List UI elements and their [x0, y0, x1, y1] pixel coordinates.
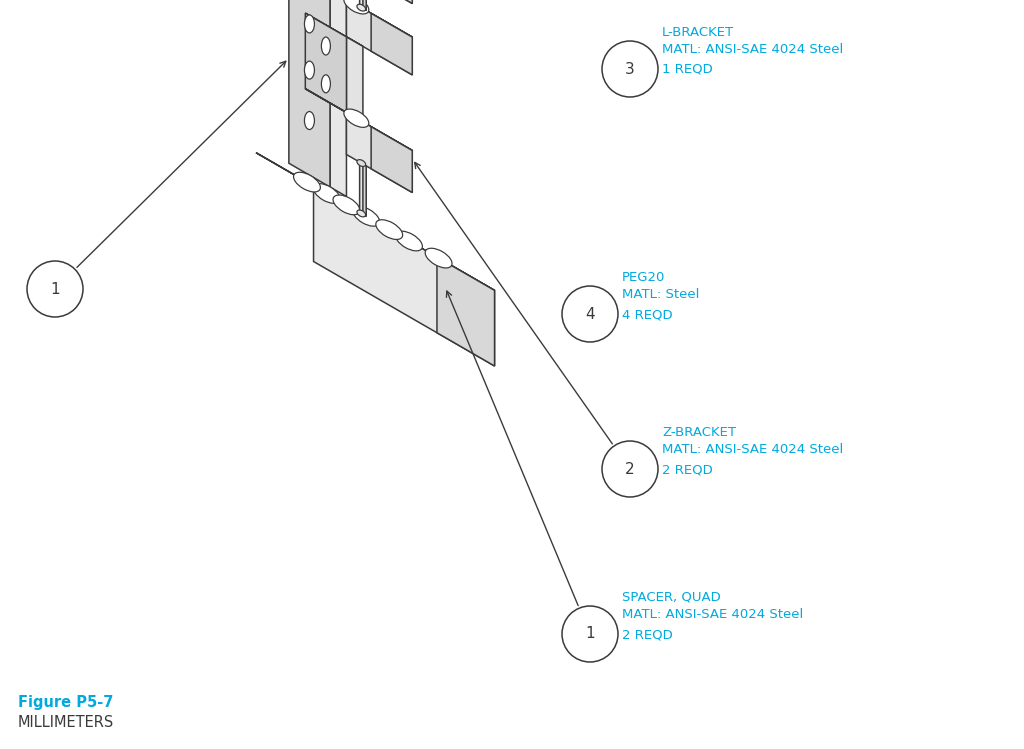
Ellipse shape	[333, 195, 359, 215]
Polygon shape	[371, 0, 413, 4]
Ellipse shape	[322, 75, 331, 93]
Ellipse shape	[304, 15, 314, 33]
Ellipse shape	[357, 4, 366, 11]
Text: MILLIMETERS: MILLIMETERS	[18, 715, 115, 730]
Text: 3: 3	[625, 61, 635, 76]
Polygon shape	[256, 153, 495, 291]
Polygon shape	[346, 0, 413, 75]
Text: 4: 4	[585, 306, 595, 321]
Ellipse shape	[304, 112, 314, 130]
Text: PEG20: PEG20	[622, 271, 666, 284]
Circle shape	[562, 606, 618, 662]
Ellipse shape	[322, 37, 331, 55]
Polygon shape	[346, 0, 413, 4]
Text: 2 REQD: 2 REQD	[662, 463, 713, 476]
Ellipse shape	[376, 219, 402, 240]
Ellipse shape	[294, 172, 321, 192]
Polygon shape	[346, 112, 413, 192]
Ellipse shape	[313, 184, 340, 203]
Polygon shape	[305, 88, 413, 151]
Polygon shape	[346, 37, 362, 122]
Text: SPACER, QUAD: SPACER, QUAD	[622, 591, 721, 604]
Polygon shape	[371, 127, 413, 192]
Ellipse shape	[353, 207, 380, 226]
Text: Z-BRACKET: Z-BRACKET	[662, 426, 736, 439]
Polygon shape	[313, 186, 495, 366]
Text: L-BRACKET: L-BRACKET	[662, 26, 734, 39]
Circle shape	[562, 286, 618, 342]
Text: Figure P5-7: Figure P5-7	[18, 695, 114, 710]
Polygon shape	[289, 0, 330, 187]
Polygon shape	[362, 0, 367, 10]
Polygon shape	[330, 0, 346, 196]
Text: 1: 1	[585, 626, 595, 641]
Polygon shape	[305, 0, 413, 37]
Ellipse shape	[357, 160, 366, 166]
Ellipse shape	[425, 248, 452, 268]
Text: 4 REQD: 4 REQD	[622, 308, 673, 321]
Ellipse shape	[304, 61, 314, 79]
Polygon shape	[359, 162, 367, 216]
Circle shape	[27, 261, 83, 317]
Polygon shape	[305, 13, 362, 46]
Text: MATL: ANSI-SAE 4024 Steel: MATL: ANSI-SAE 4024 Steel	[662, 43, 843, 56]
Polygon shape	[437, 257, 495, 366]
Circle shape	[602, 441, 658, 497]
Text: MATL: ANSI-SAE 4024 Steel: MATL: ANSI-SAE 4024 Steel	[622, 608, 803, 621]
Circle shape	[602, 41, 658, 97]
Text: MATL: ANSI-SAE 4024 Steel: MATL: ANSI-SAE 4024 Steel	[662, 443, 843, 456]
Polygon shape	[359, 0, 367, 10]
Text: MATL: Steel: MATL: Steel	[622, 288, 699, 301]
Text: 1: 1	[50, 282, 59, 297]
Text: 2 REQD: 2 REQD	[622, 628, 673, 641]
Ellipse shape	[344, 0, 369, 14]
Polygon shape	[371, 13, 413, 75]
Polygon shape	[305, 13, 346, 112]
Ellipse shape	[395, 231, 423, 251]
Polygon shape	[362, 164, 367, 216]
Text: 1 REQD: 1 REQD	[662, 63, 713, 76]
Text: 2: 2	[626, 461, 635, 476]
Ellipse shape	[357, 210, 366, 217]
Ellipse shape	[344, 109, 369, 127]
